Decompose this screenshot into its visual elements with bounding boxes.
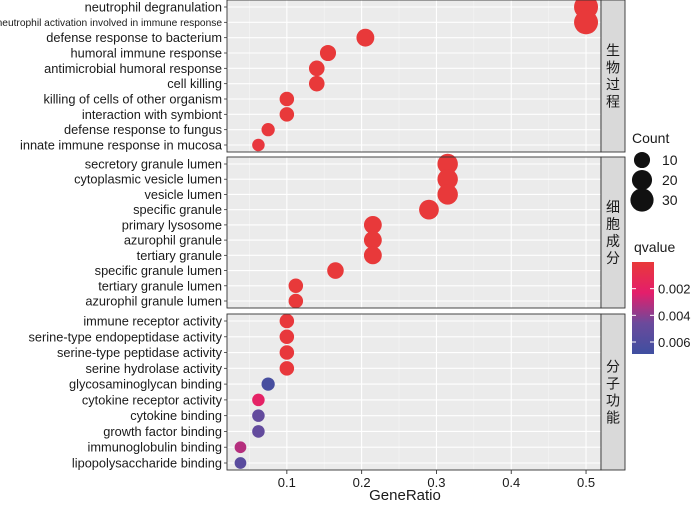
size-legend-title: Count <box>632 130 669 146</box>
term-label: azurophil granule lumen <box>85 294 222 309</box>
size-legend-dot <box>633 151 651 169</box>
x-axis: 0.1 0.2 0.3 0.4 0.5 <box>278 470 595 490</box>
facet-strip <box>600 156 626 309</box>
term-label: killing of cells of other organism <box>43 92 222 107</box>
term-label: cytoplasmic vesicle lumen <box>74 172 222 187</box>
data-point <box>419 199 439 220</box>
term-label: tertiary granule lumen <box>98 278 222 293</box>
data-point <box>288 278 304 294</box>
term-label: glycosaminoglycan binding <box>69 377 222 392</box>
x-tick-label: 0.2 <box>353 475 371 490</box>
term-label: vesicle lumen <box>144 187 222 202</box>
size-legend-dot <box>630 188 654 212</box>
data-point <box>437 184 458 205</box>
facet-strip-label: 生物过程 <box>606 44 620 111</box>
panel-background <box>227 0 601 152</box>
color-legend-title: qvalue <box>634 239 675 255</box>
data-point <box>574 10 599 35</box>
data-point <box>252 425 265 438</box>
x-tick-label: 0.5 <box>577 475 595 490</box>
term-label: neutrophil activation involved in immune… <box>0 18 222 29</box>
panel-1: neutrophil degranulation neutrophil activ… <box>0 0 626 153</box>
term-label: specific granule <box>133 202 222 217</box>
data-point <box>319 44 337 62</box>
data-point <box>308 60 325 77</box>
term-label: defense response to bacterium <box>46 30 222 45</box>
data-point <box>327 262 344 279</box>
data-point <box>261 123 275 137</box>
color-legend: qvalue 0.002 0.004 0.006 <box>632 239 691 354</box>
data-point <box>279 91 295 107</box>
data-point <box>437 153 458 175</box>
data-point <box>279 329 295 345</box>
x-axis-label: GeneRatio <box>369 487 441 504</box>
data-point <box>279 313 295 329</box>
term-label: serine-type endopeptidase activity <box>29 329 223 344</box>
term-label: growth factor binding <box>103 424 222 439</box>
data-point <box>363 231 382 250</box>
term-label: azurophil granule <box>124 233 222 248</box>
term-label: serine hydrolase activity <box>85 361 222 376</box>
facet-strip <box>600 0 626 153</box>
term-label: primary lysosome <box>122 217 222 232</box>
data-point <box>356 28 375 47</box>
term-label: tertiary granule <box>137 248 222 263</box>
size-legend-label: 30 <box>662 192 678 208</box>
data-point <box>234 441 247 454</box>
color-legend-label: 0.002 <box>658 282 691 297</box>
data-point <box>279 107 295 122</box>
color-legend-bar <box>632 262 654 354</box>
size-legend-dot <box>631 169 653 191</box>
term-label: innate immune response in mucosa <box>20 138 223 153</box>
facet-strip-label: 细胞成分 <box>606 200 620 267</box>
term-label: cytokine receptor activity <box>82 392 223 407</box>
term-label: immunoglobulin binding <box>88 440 222 455</box>
term-label: secretory granule lumen <box>85 157 222 172</box>
data-point <box>279 361 295 376</box>
data-point <box>252 393 265 407</box>
facet-strip-label: 分子功能 <box>606 360 620 427</box>
term-label: defense response to fungus <box>64 122 222 137</box>
color-legend-label: 0.004 <box>658 308 691 323</box>
term-label: lipopolysaccharide binding <box>72 456 222 471</box>
data-point <box>234 457 247 469</box>
term-label: neutrophil degranulation <box>85 0 222 15</box>
term-label: immune receptor activity <box>83 314 222 329</box>
data-point <box>261 377 275 391</box>
panels: neutrophil degranulation neutrophil activ… <box>0 0 626 471</box>
data-point <box>308 75 325 92</box>
data-point <box>437 169 458 190</box>
term-label: humoral immune response <box>70 46 222 61</box>
data-point <box>252 409 265 422</box>
color-legend-label: 0.006 <box>658 335 691 350</box>
data-point <box>288 293 304 309</box>
data-point <box>363 246 382 265</box>
x-tick-label: 0.3 <box>427 475 445 490</box>
term-label: interaction with symbiont <box>82 107 223 122</box>
size-legend-label: 10 <box>662 152 678 168</box>
term-label: antimicrobial humoral response <box>44 61 222 76</box>
data-point <box>279 345 295 360</box>
size-legend-label: 20 <box>662 172 678 188</box>
x-tick-label: 0.1 <box>278 475 296 490</box>
size-legend: Count 10 20 30 <box>630 130 678 212</box>
term-label: cytokine binding <box>130 408 222 423</box>
facet-strip <box>600 313 626 471</box>
term-label: serine-type peptidase activity <box>57 345 223 360</box>
term-label: cell killing <box>167 76 222 91</box>
data-point <box>252 138 265 152</box>
data-point <box>363 215 382 234</box>
term-label: specific granule lumen <box>95 263 222 278</box>
x-tick-label: 0.4 <box>502 475 520 490</box>
